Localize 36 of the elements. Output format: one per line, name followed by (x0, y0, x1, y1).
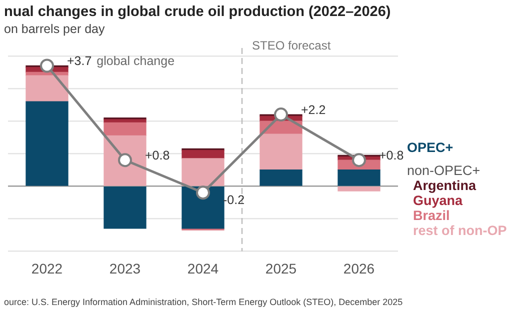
text: global change (96, 54, 175, 68)
text: rest of non-OP (412, 223, 507, 238)
point (40, 58, 54, 73)
text: Brazil (412, 208, 451, 223)
x-tick-label: 2026 (343, 260, 375, 276)
data-label: +2.2 (301, 103, 326, 118)
bar (338, 186, 380, 192)
bar (26, 75, 68, 102)
bar (104, 122, 146, 136)
x-tick-label: 2024 (187, 260, 219, 276)
chart-subtitle: on barrels per day (4, 22, 105, 36)
x-tick-label: 2023 (109, 260, 141, 276)
x-tick-label: 2022 (31, 260, 63, 276)
bar (182, 158, 224, 186)
text: Argentina (412, 178, 478, 193)
chart-title: nual changes in global crude oil production (2022–2026) (4, 4, 391, 20)
bar (182, 150, 224, 159)
x-tick-label: 2025 (265, 260, 297, 276)
data-label: +0.8 (145, 148, 170, 163)
bar (26, 101, 68, 186)
ref-line-label: STEO forecast (252, 38, 332, 52)
legend-title: non-OPEC+ (407, 163, 482, 178)
bar (260, 170, 302, 186)
data-label: +3.7 (67, 54, 92, 68)
text: Guyana (412, 193, 464, 208)
bar (338, 170, 380, 186)
bar (182, 186, 224, 229)
point (274, 108, 288, 122)
data-label: +0.8 (379, 148, 404, 163)
bar (104, 186, 146, 229)
bar (260, 134, 302, 170)
bar (104, 119, 146, 124)
text: ource: U.S. Energy Information Administration, Short-Term Energy Outlook (STEO), December 2025 (4, 297, 403, 307)
text: OPEC+ (407, 140, 454, 155)
point (196, 186, 210, 200)
point (352, 153, 366, 168)
